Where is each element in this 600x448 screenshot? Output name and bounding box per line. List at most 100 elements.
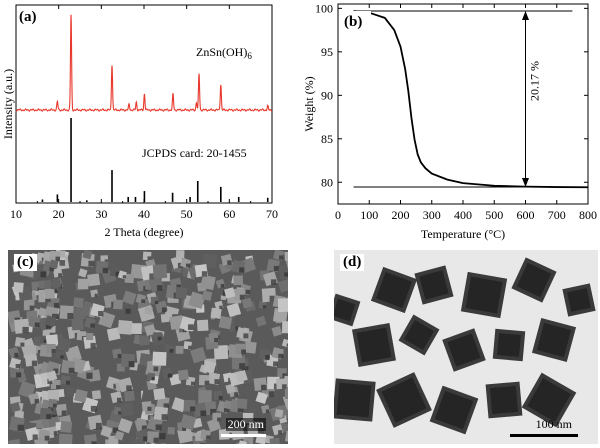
sem-particle-shadow (286, 343, 288, 347)
sem-cube-particle (87, 273, 101, 287)
sem-particle-shadow (220, 283, 225, 288)
sem-particle-shadow (143, 436, 149, 442)
tga-x-tick-label: 800 (579, 208, 597, 222)
sem-cube-particle (100, 425, 113, 438)
sem-particle-shadow (65, 380, 70, 385)
sem-particle-shadow (118, 411, 122, 415)
tem-panel-label: (d) (340, 254, 365, 271)
tem-nanocube-core (356, 327, 392, 363)
sem-cube-particle (284, 430, 288, 444)
tem-scale-label: 100 nm (535, 417, 572, 431)
tga-panel-label: (b) (344, 14, 362, 30)
sem-cube-particle (71, 318, 84, 331)
tga-reference-lines (353, 10, 588, 188)
sem-cube-particle (202, 360, 217, 375)
sem-cube-particle (210, 307, 222, 319)
sem-cube-particle (175, 345, 184, 354)
tga-mass-loss-label: 20.17 % (528, 61, 542, 101)
sem-particle-shadow (43, 339, 48, 343)
sem-particle-shadow (185, 263, 190, 268)
sem-particle-shadow (201, 271, 208, 277)
sem-particle-shadow (36, 295, 41, 299)
xrd-y-axis-label: Intensity (a.u.) (1, 69, 15, 139)
tga-x-ticks: 0 100 200 300 400 500 600 700 800 (335, 4, 597, 222)
sem-particle-shadow (217, 417, 222, 422)
tem-micrograph-panel: (d) 100 nm (334, 250, 598, 444)
sem-particle-shadow (20, 342, 25, 347)
tem-nanocube-core (527, 378, 571, 422)
sem-particle-shadow (153, 437, 159, 443)
tga-y-tick-label: 85 (321, 132, 333, 146)
tem-nanocube-core (434, 390, 474, 430)
sem-particle-shadow (151, 376, 155, 381)
sem-particle-shadow (51, 313, 58, 320)
sem-particle-shadow (53, 302, 59, 308)
sem-particle-shadow (102, 267, 109, 274)
sem-cube-particle (255, 315, 267, 327)
sem-particle-shadow (104, 259, 108, 263)
sem-cube-particle (205, 440, 219, 444)
sem-particle-shadow (141, 425, 147, 431)
sem-cube-particle (284, 251, 288, 261)
tga-y-tick-label: 90 (321, 88, 333, 102)
sem-particle-shadow (273, 265, 279, 272)
tem-nanocube-core (447, 333, 481, 367)
sem-particle-shadow (88, 260, 95, 267)
sem-cube-particle (18, 380, 36, 399)
sem-particle-shadow (218, 395, 223, 400)
sem-cube-particle (171, 397, 187, 413)
sem-cube-particle (10, 402, 21, 413)
jcpds-sticks (41, 118, 269, 202)
sem-particle-shadow (190, 381, 195, 386)
sem-particle-shadow (282, 373, 287, 378)
sem-cube-particle (77, 278, 89, 290)
xrd-x-tick-label: 40 (138, 207, 150, 221)
sem-particle-shadow (116, 397, 122, 403)
sem-cube-particle (225, 383, 236, 394)
sem-particle-shadow (53, 431, 58, 435)
sem-cube-particle (122, 290, 137, 305)
tga-arrow-head-down (522, 178, 529, 188)
sem-cube-particle (85, 332, 94, 341)
tem-nanocube-core (403, 319, 435, 351)
sem-cube-particle (233, 314, 247, 329)
tem-nanocube-core (334, 298, 356, 322)
tem-nanocube-core (489, 385, 519, 415)
sem-particle-shadow (17, 424, 24, 431)
xrd-pattern (15, 14, 273, 112)
sem-particle-shadow (45, 324, 52, 330)
sem-cube-particle (167, 426, 176, 435)
sem-particle-shadow (159, 433, 166, 440)
sem-particle-shadow (190, 406, 196, 412)
sem-cube-particle (218, 315, 233, 330)
sem-particle-shadow (188, 345, 192, 350)
tga-x-axis-label: Temperature (°C) (421, 227, 505, 241)
sem-particle-shadow (161, 307, 167, 313)
sem-cube-particle (236, 398, 248, 410)
sem-cube-particle (201, 290, 213, 301)
sem-cube-particle (190, 346, 207, 364)
sem-cube-particle (113, 299, 123, 310)
sem-particle-shadow (32, 434, 38, 440)
sem-particle-shadow (278, 430, 283, 435)
sem-particle-shadow (245, 289, 250, 295)
sem-particle-shadow (90, 342, 96, 349)
tem-micrograph-image (334, 250, 598, 444)
sem-cube-particle (233, 275, 244, 286)
sem-cube-particle (144, 324, 157, 337)
sem-scale-label: 200 nm (225, 417, 266, 431)
sem-cube-particle (64, 345, 82, 363)
sem-particle-shadow (262, 305, 267, 309)
sem-cube-particle (130, 323, 142, 335)
sem-particle-shadow (268, 391, 275, 398)
sem-cube-particle (144, 306, 153, 315)
sem-cube-particle (200, 274, 216, 291)
tga-x-tick-label: 300 (423, 208, 441, 222)
sem-particle-shadow (265, 409, 270, 413)
sem-particle-shadow (149, 273, 156, 280)
sem-particle-shadow (223, 407, 229, 413)
sem-cube-particle (94, 341, 104, 351)
sem-particle-shadow (128, 361, 135, 368)
sem-particle-shadow (204, 380, 210, 386)
